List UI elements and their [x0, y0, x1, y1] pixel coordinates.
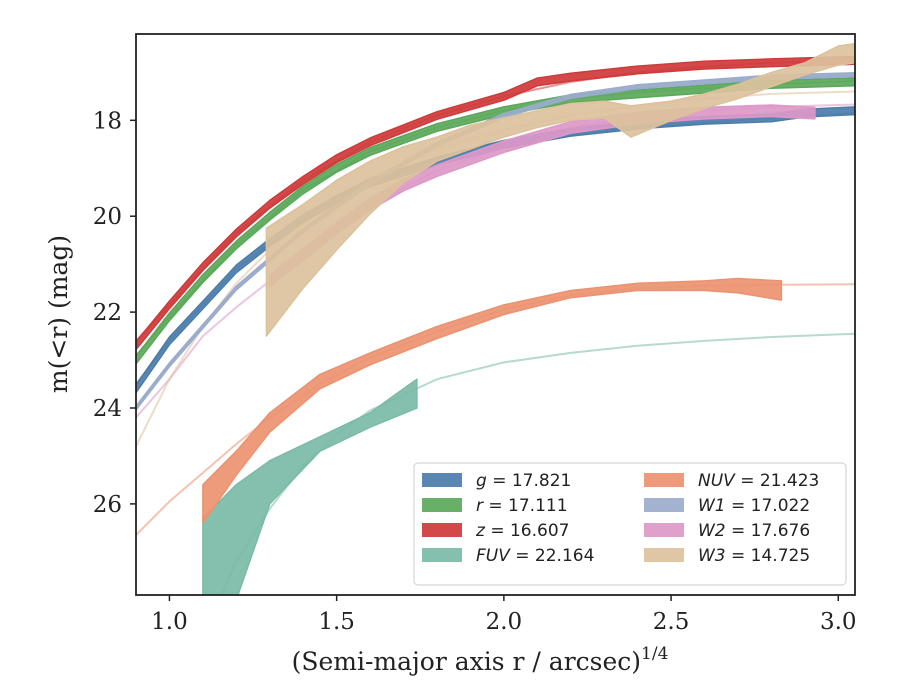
- legend-label-nuv: NUV = 21.423: [698, 471, 819, 491]
- x-tick-label: 2.0: [486, 609, 523, 635]
- x-tick-label: 3.0: [820, 609, 857, 635]
- band-fuv: [202, 378, 418, 595]
- x-axis-label: (Semi-major axis r / arcsec)1/4: [292, 644, 669, 676]
- legend-label-z: z = 16.607: [475, 521, 569, 541]
- x-axis-label-text: (Semi-major axis r / arcsec): [292, 647, 641, 676]
- y-axis-label: m(<r) (mag): [44, 235, 73, 393]
- x-axis-label-exponent: 1/4: [641, 644, 668, 664]
- model-line-fuv: [220, 332, 855, 595]
- y-axis: 18 20 22 24 26: [93, 108, 136, 518]
- legend-swatch-fuv: [422, 548, 462, 562]
- legend-swatch-z: [422, 523, 462, 537]
- x-tick-label: 1.0: [151, 609, 188, 635]
- x-tick-label: 2.5: [653, 609, 690, 635]
- band-r: [136, 77, 855, 365]
- legend-swatch-w3: [644, 548, 684, 562]
- legend-label-w2: W2 = 17.676: [698, 521, 810, 541]
- band-z: [136, 55, 855, 351]
- legend-swatch-w1: [644, 498, 684, 512]
- legend-swatch-g: [422, 473, 462, 487]
- y-tick-label: 24: [93, 396, 122, 422]
- y-tick-label: 22: [93, 300, 122, 326]
- y-tick-label: 18: [93, 108, 122, 134]
- plot-frame: [135, 33, 856, 596]
- legend-label-r: r = 17.111: [476, 496, 568, 516]
- legend-swatch-nuv: [644, 473, 684, 487]
- legend-label-fuv: FUV = 22.164: [476, 546, 594, 566]
- x-axis: 1.0 1.5 2.0 2.5 3.0: [151, 595, 857, 635]
- legend-label-g: g = 17.821: [476, 471, 571, 491]
- legend-label-w1: W1 = 17.022: [698, 496, 810, 516]
- legend: g = 17.821 r = 17.111 z = 16.607 FUV = 22.1…: [413, 462, 847, 586]
- y-tick-label: 26: [93, 492, 122, 518]
- legend-label-w3: W3 = 14.725: [698, 546, 810, 566]
- x-tick-label: 1.5: [318, 609, 355, 635]
- legend-swatch-w2: [644, 523, 684, 537]
- legend-swatch-r: [422, 498, 462, 512]
- plot-area: [136, 42, 855, 595]
- band-nuv: [202, 277, 783, 524]
- y-tick-label: 20: [93, 204, 122, 230]
- band-w3: [265, 42, 855, 337]
- legend-frame: [413, 462, 847, 586]
